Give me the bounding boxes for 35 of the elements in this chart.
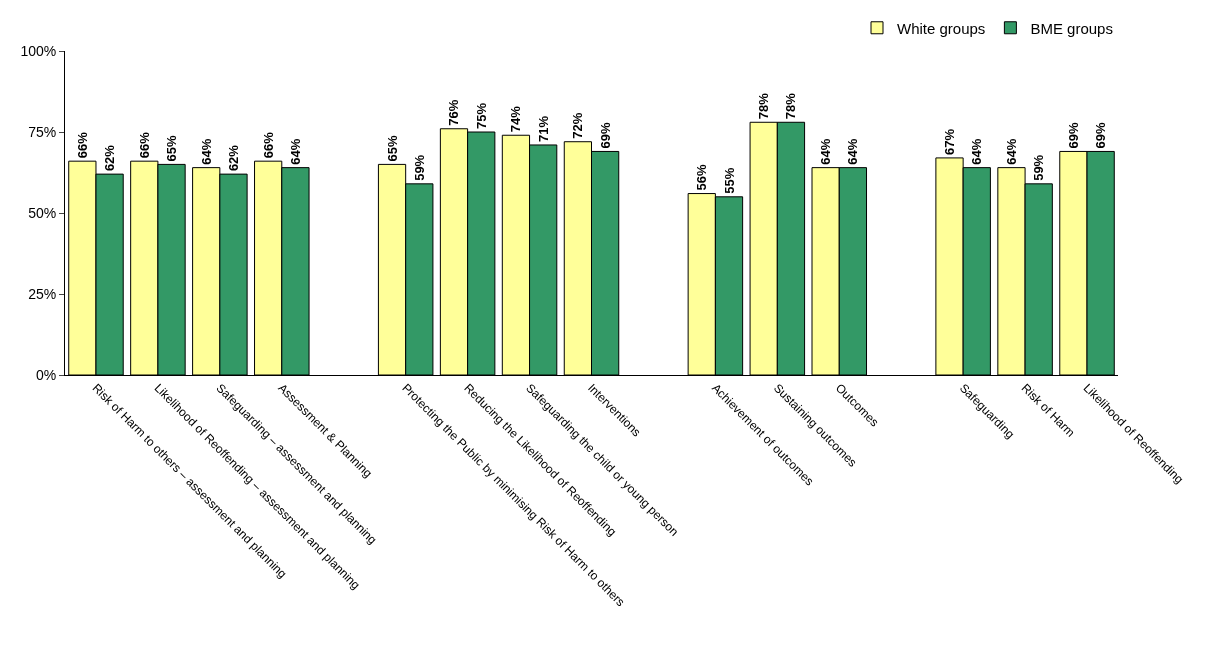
data-label: 72% — [570, 112, 586, 139]
data-label: 65% — [384, 134, 400, 162]
data-label: 67% — [942, 128, 958, 155]
data-label: 69% — [1065, 121, 1081, 149]
data-label: 64% — [845, 138, 861, 165]
y-tick-label: 0% — [35, 366, 57, 383]
data-label: 66% — [74, 131, 90, 159]
data-label: 64% — [818, 138, 834, 165]
legend-label: BME groups — [1030, 19, 1113, 37]
data-label: 78% — [756, 92, 772, 120]
data-label: 66% — [260, 131, 276, 159]
data-label: 71% — [535, 115, 551, 142]
data-label: 69% — [1093, 121, 1109, 149]
y-tick-label: 50% — [28, 204, 57, 221]
data-label: 66% — [136, 131, 152, 159]
data-label: 64% — [287, 138, 303, 165]
data-label: 56% — [694, 164, 710, 191]
data-label: 64% — [969, 138, 985, 165]
y-tick-label: 75% — [28, 123, 57, 140]
data-label: 59% — [411, 154, 427, 181]
data-label: 62% — [225, 144, 241, 172]
data-label: 69% — [597, 121, 613, 149]
data-label: 76% — [446, 99, 462, 126]
data-label: 55% — [721, 167, 737, 194]
legend-label: White groups — [897, 19, 986, 37]
data-label: 78% — [783, 92, 799, 120]
data-label: 65% — [164, 134, 180, 162]
data-label: 75% — [473, 102, 489, 129]
data-label: 62% — [102, 144, 118, 172]
data-label: 74% — [508, 105, 524, 133]
data-label: 64% — [1003, 138, 1019, 165]
data-label: 64% — [198, 138, 214, 165]
y-tick-label: 100% — [20, 42, 57, 59]
y-tick-label: 25% — [28, 285, 57, 302]
data-label: 59% — [1031, 154, 1047, 181]
